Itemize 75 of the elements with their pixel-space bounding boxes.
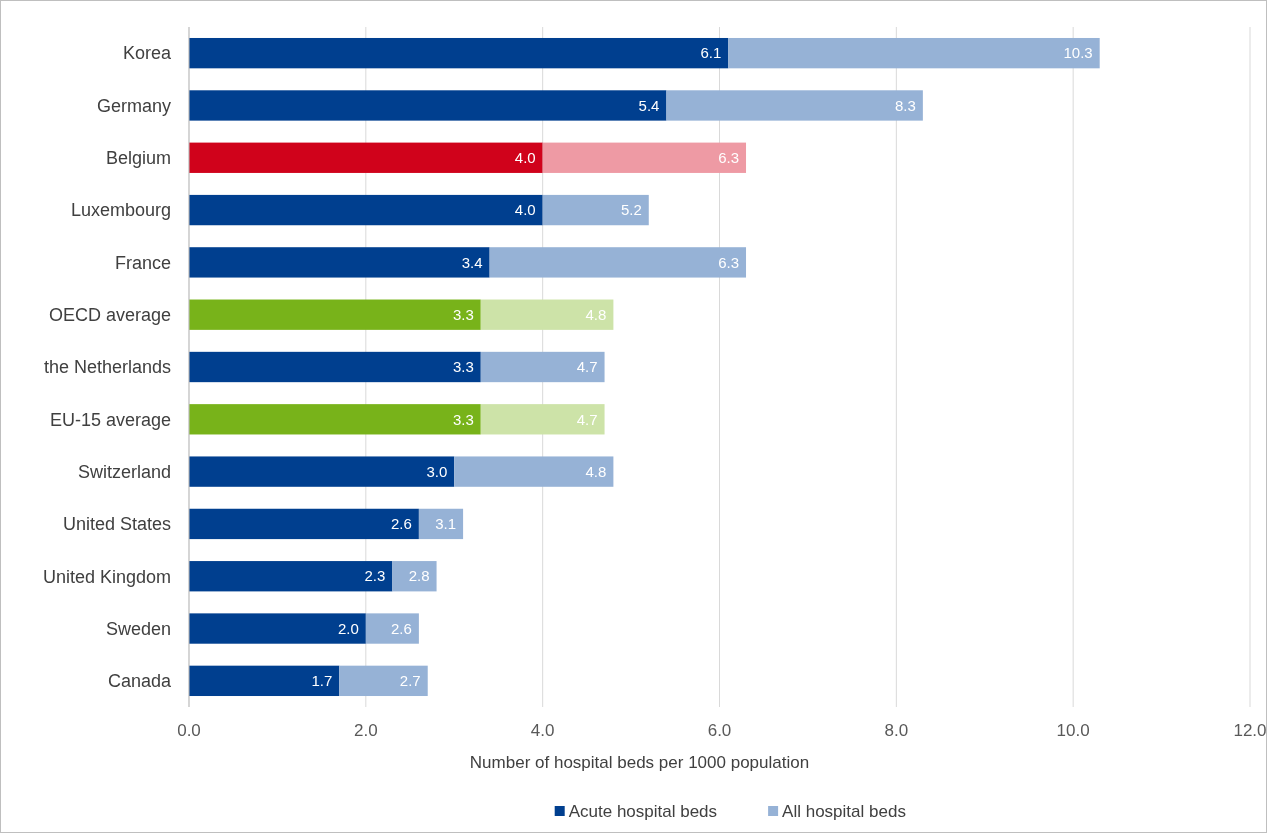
y-tick-label: Sweden (105, 618, 171, 639)
data-label: 3.0 (426, 462, 448, 480)
total-label: 2.6 (391, 619, 412, 637)
bar (189, 508, 419, 540)
bar (189, 142, 543, 173)
total-label: 8.3 (895, 96, 916, 114)
total-label: 2.7 (399, 672, 421, 690)
y-tick-label: United Kingdom (42, 566, 171, 587)
total-label: 5.2 (620, 201, 642, 219)
data-label: 6.1 (700, 44, 722, 62)
x-tick-label: 6.0 (707, 720, 732, 740)
bar (189, 351, 481, 383)
bar (189, 404, 481, 435)
total-label: 4.7 (576, 410, 598, 428)
data-label: 2.0 (337, 619, 359, 637)
y-tick-label: Korea (122, 43, 172, 64)
total-label: 3.1 (435, 515, 457, 533)
total-label: 10.3 (1063, 44, 1093, 62)
bar (418, 508, 464, 540)
x-tick-label: 2.0 (354, 720, 378, 740)
data-label: 2.3 (364, 567, 386, 585)
x-tick-label: 0.0 (177, 720, 201, 740)
bar (666, 90, 923, 121)
data-label: 3.3 (452, 410, 474, 428)
bar (365, 613, 419, 644)
bar (489, 247, 747, 278)
y-tick-label: the Netherlands (43, 357, 171, 378)
bar (339, 665, 428, 697)
bar (189, 561, 393, 592)
y-tick-label: OECD average (48, 304, 171, 325)
legend-label: Acute hospital beds (568, 801, 718, 821)
data-label: 3.3 (452, 358, 474, 376)
total-label: 4.8 (585, 462, 607, 480)
y-tick-label: Belgium (105, 148, 171, 169)
x-tick-label: 10.0 (1056, 720, 1090, 740)
x-axis-title: Number of hospital beds per 1000 population (469, 752, 810, 772)
y-tick-label: Switzerland (77, 461, 171, 482)
y-tick-label: Canada (107, 671, 172, 692)
bar (728, 37, 1100, 69)
bar (189, 194, 543, 226)
total-label: 4.8 (585, 305, 607, 323)
data-label: 3.3 (452, 305, 474, 323)
y-tick-label: Germany (96, 95, 171, 116)
total-label: 4.7 (576, 358, 598, 376)
bar (542, 142, 747, 173)
x-tick-label: 4.0 (530, 720, 555, 740)
total-label: 6.3 (718, 149, 740, 167)
bar (189, 90, 667, 121)
data-label: 1.7 (311, 672, 333, 690)
bar (480, 404, 605, 435)
bar (189, 37, 729, 69)
y-tick-label: EU-15 average (49, 409, 171, 430)
bar (189, 247, 490, 278)
data-label: 2.6 (391, 515, 412, 533)
bar (189, 613, 366, 644)
bar (189, 299, 481, 330)
bar (392, 561, 437, 592)
y-tick-label: France (114, 252, 171, 273)
data-label: 5.4 (638, 96, 660, 114)
legend-label: All hospital beds (782, 801, 906, 821)
bar (454, 456, 614, 487)
bar (189, 665, 340, 697)
y-tick-label: United States (62, 514, 171, 535)
bar (542, 194, 649, 226)
data-label: 4.0 (514, 149, 536, 167)
x-tick-label: 8.0 (884, 720, 909, 740)
bar (189, 456, 455, 487)
x-tick-label: 12.0 (1233, 720, 1267, 740)
bar (480, 299, 614, 330)
y-tick-label: Luxembourg (70, 200, 171, 221)
data-label: 3.4 (461, 253, 483, 271)
bar (480, 351, 605, 383)
total-label: 2.8 (408, 567, 430, 585)
data-label: 4.0 (514, 201, 536, 219)
total-label: 6.3 (718, 253, 740, 271)
